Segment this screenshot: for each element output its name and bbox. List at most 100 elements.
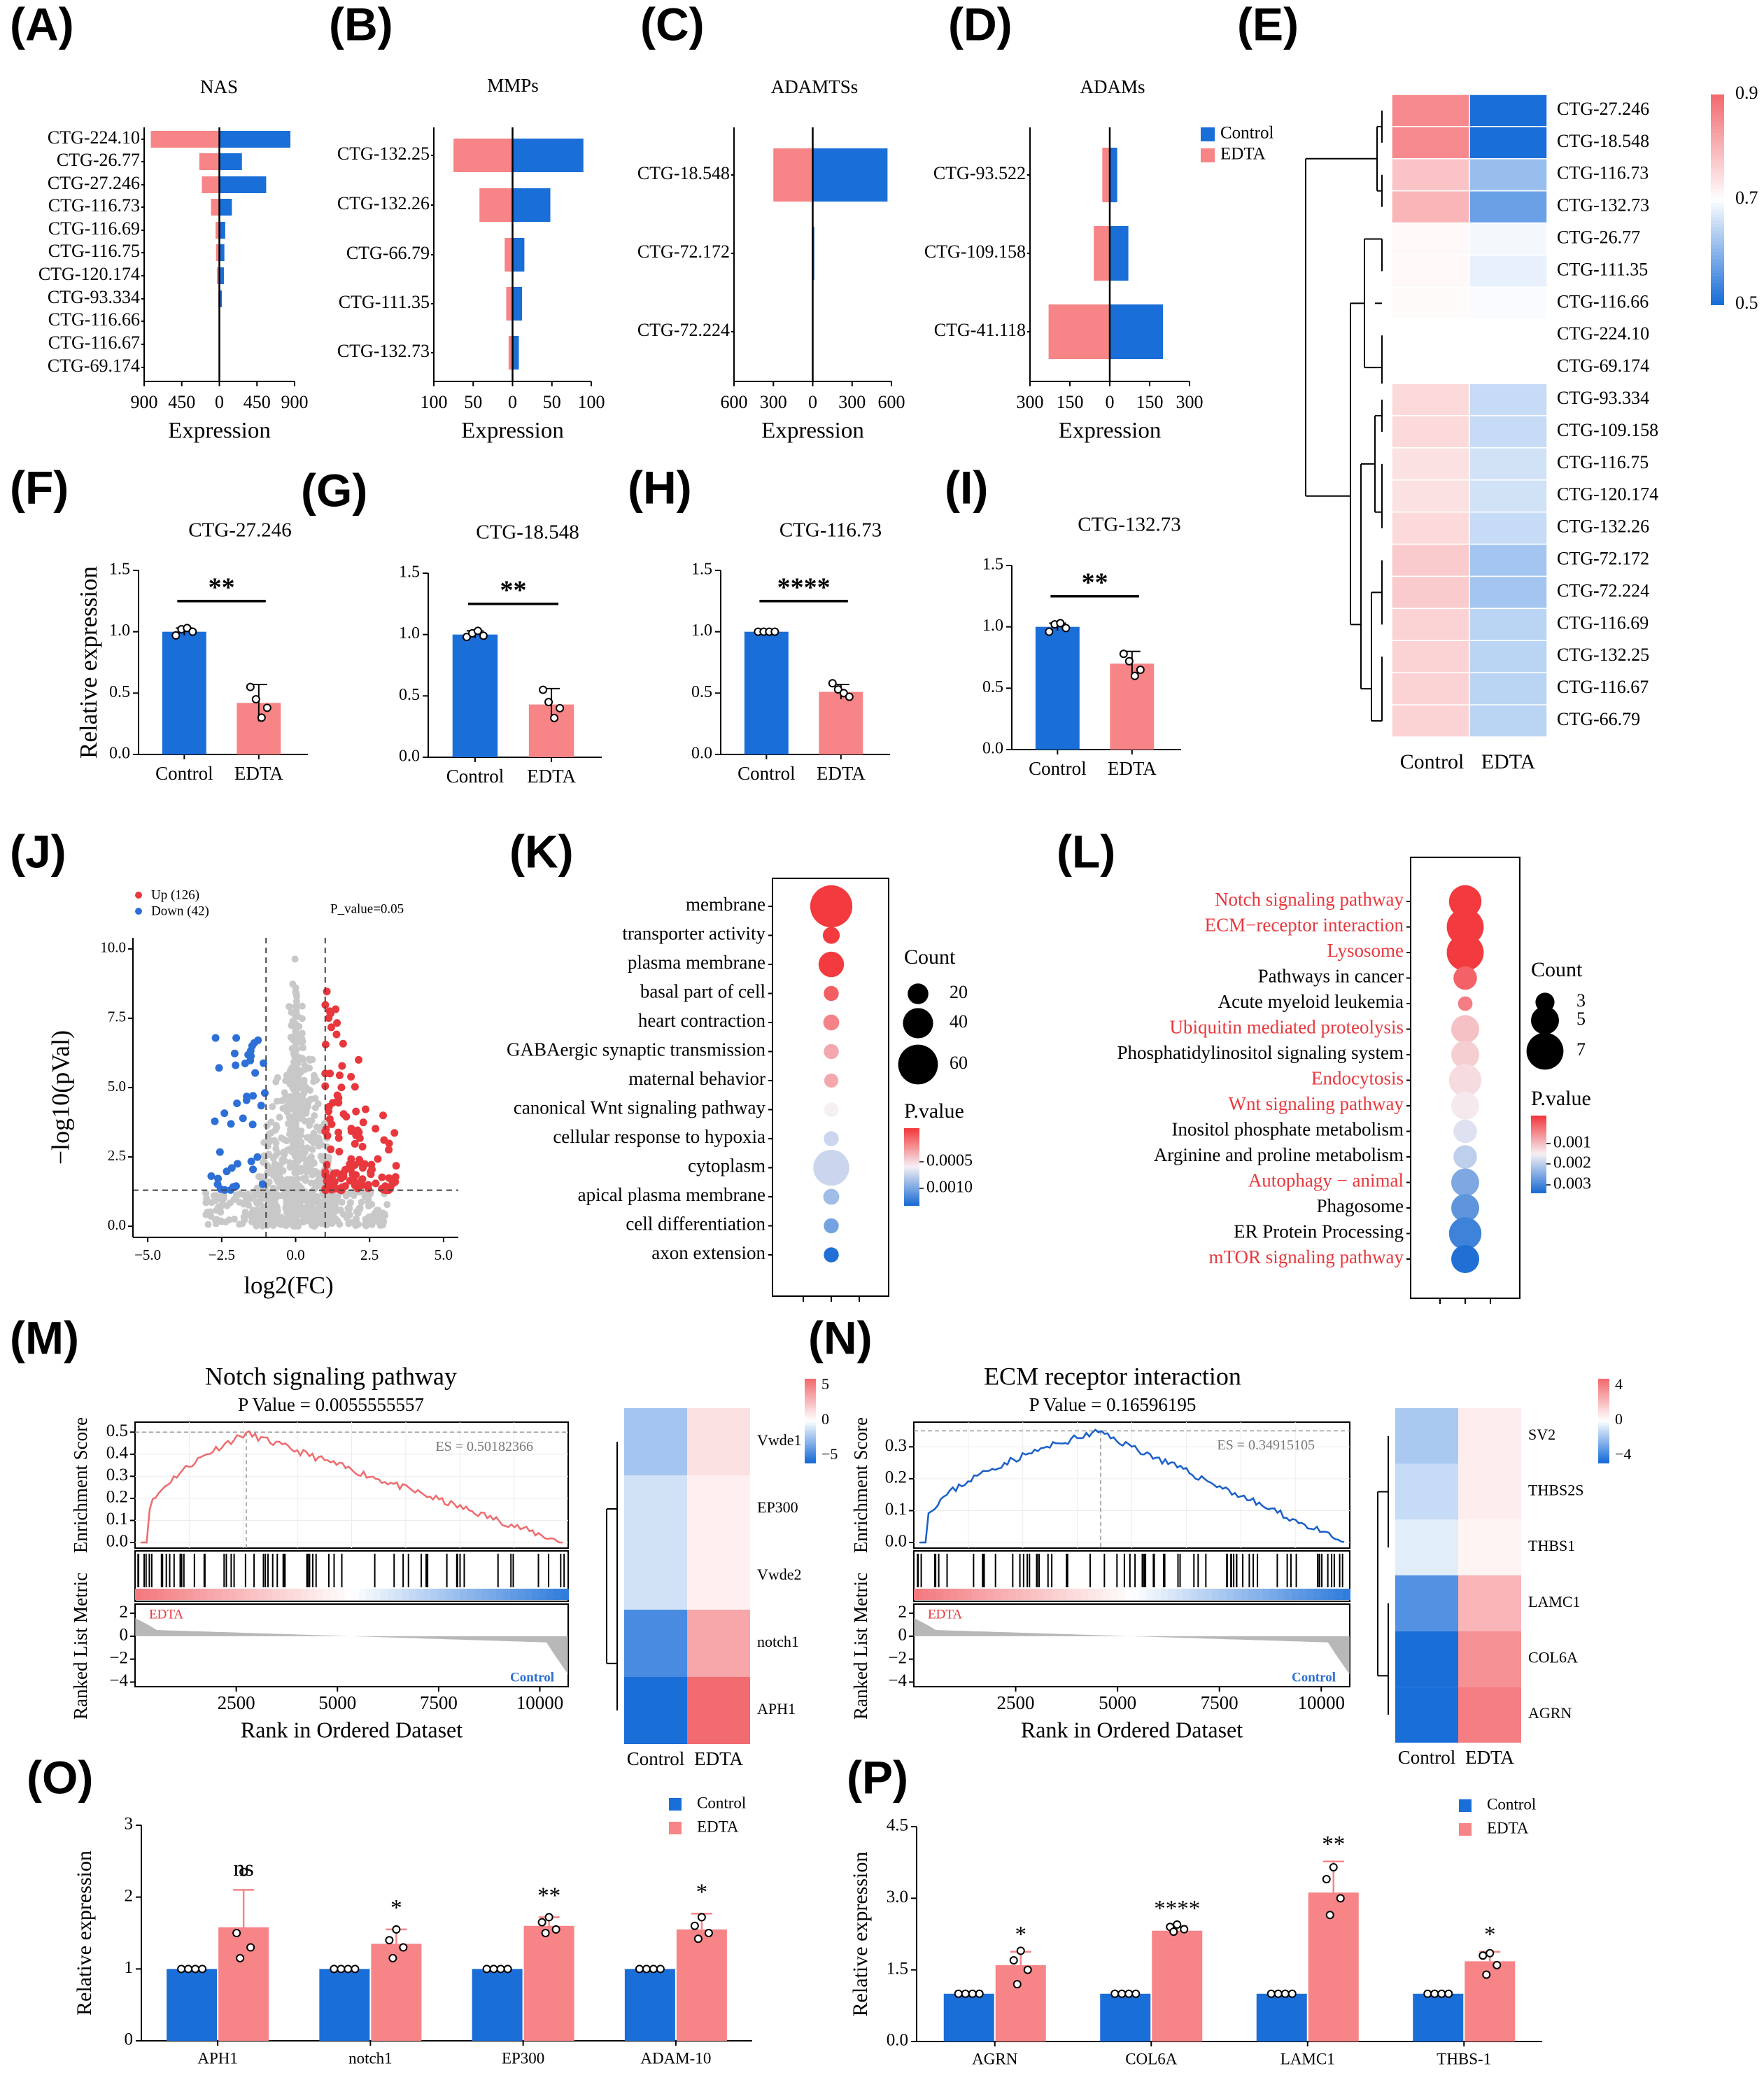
data-point-control [1423, 1989, 1432, 1998]
rank-colorbar-segment [1219, 1589, 1227, 1600]
size-legend-dot [903, 1008, 933, 1039]
rank-colorbar-segment [1124, 1589, 1133, 1600]
point-ns [280, 1148, 288, 1156]
point-down [253, 1153, 262, 1161]
colorbar-segment [1711, 224, 1724, 228]
heatmap-cell [1469, 447, 1548, 481]
data-point [1136, 666, 1145, 675]
colorbar-segment [1598, 1402, 1609, 1405]
rank-colorbar-segment [1168, 1589, 1176, 1600]
colorbar-segment [1598, 1414, 1609, 1417]
colorbar-segment [1531, 1152, 1546, 1155]
bar-control [219, 244, 225, 261]
category-label: CTG-18.548 [637, 163, 730, 183]
colorbar-segment [1531, 1165, 1546, 1169]
row-label: CTG-72.224 [1557, 580, 1649, 600]
rank-colorbar-segment [1117, 1589, 1126, 1600]
colorbar-segment [1711, 255, 1724, 260]
rank-colorbar-segment [438, 1589, 446, 1600]
colorbar-segment [904, 1183, 919, 1187]
point-up [351, 1181, 359, 1190]
colorbar-segment [1711, 206, 1724, 211]
point-down [247, 1157, 255, 1165]
point-up [374, 1155, 382, 1163]
size-legend-dot [1535, 992, 1555, 1012]
category-label: CTG-111.35 [339, 292, 430, 312]
colorbar-segment [805, 1448, 816, 1451]
heatmap-cell [1391, 704, 1470, 738]
colorbar-segment [1598, 1452, 1609, 1455]
colorbar-segment [805, 1431, 816, 1434]
chart-title: NAS [200, 76, 238, 97]
rank-colorbar-segment [979, 1589, 987, 1600]
heatmap-cell [1469, 318, 1548, 352]
y-tick-label: 1.5 [691, 561, 712, 579]
gsea-title: Notch signaling pathway [205, 1362, 457, 1390]
colorbar-segment [1531, 1181, 1546, 1184]
legend-label: Control [1487, 1795, 1536, 1813]
heatmap-cell [1391, 543, 1470, 577]
x-tick-label: AGRN [972, 2050, 1018, 2067]
point-ns [358, 1198, 365, 1206]
colorbar-segment [1598, 1431, 1609, 1434]
rank-colorbar-segment [164, 1589, 172, 1600]
bar-edta [819, 691, 863, 754]
data-point-edta [236, 1953, 245, 1962]
data-point [544, 698, 553, 707]
column-label: EDTA [694, 1748, 743, 1769]
point-up [379, 1111, 387, 1120]
point-down [249, 1165, 257, 1174]
rank-colorbar-segment [1233, 1589, 1242, 1600]
data-point-control [337, 1965, 346, 1974]
point-down [214, 1174, 223, 1183]
enrichment-dot [1451, 1168, 1479, 1197]
point-ns [320, 1120, 328, 1127]
point-ns [208, 1199, 216, 1207]
data-point [1119, 649, 1128, 659]
data-point [1130, 671, 1139, 680]
category-label: CTG-72.224 [637, 320, 730, 340]
data-point-edta [388, 1953, 397, 1962]
point-ns [276, 1113, 283, 1121]
colorbar-tick-label: 0.0010 [926, 1179, 973, 1197]
point-ns [284, 1101, 292, 1109]
point-ns [298, 1034, 306, 1042]
point-ns [240, 1213, 248, 1221]
colorbar-segment [1598, 1400, 1609, 1403]
panel-label-e: (E) [1237, 0, 1299, 50]
y-tick-label: −2 [888, 1648, 907, 1667]
colorbar-segment [1711, 220, 1724, 225]
size-legend-label: 7 [1576, 1039, 1586, 1060]
bar-edta [453, 139, 513, 172]
row-label: CTG-27.246 [1557, 99, 1649, 119]
data-point [171, 631, 181, 640]
heatmap-cell [687, 1475, 750, 1543]
enrichment-dot [813, 1149, 849, 1186]
rank-colorbar-segment [1131, 1589, 1140, 1600]
point-ns [297, 1167, 305, 1175]
colorbar-segment [904, 1153, 919, 1156]
heatmap-cell [687, 1543, 750, 1610]
rank-colorbar-segment [539, 1589, 548, 1600]
point-ns [346, 1199, 354, 1207]
point-ns [307, 1179, 315, 1187]
gsea-title: ECM receptor interaction [984, 1362, 1241, 1390]
point-ns [305, 1055, 313, 1063]
rank-colorbar-segment [1255, 1589, 1264, 1600]
bar-control [162, 631, 206, 754]
colorbar-segment [1531, 1173, 1546, 1176]
rank-colorbar-segment [1262, 1589, 1271, 1600]
gene-label: COL6A [1528, 1649, 1578, 1666]
point-up [351, 1083, 359, 1091]
heatmap-cell [1395, 1463, 1458, 1520]
y-axis-label: −log10(pVal) [46, 1030, 74, 1165]
control-direction-label: Control [510, 1670, 554, 1685]
point-down [216, 1148, 224, 1156]
category-label: CTG-132.26 [337, 193, 430, 213]
x-tick-label: 0.0 [286, 1246, 304, 1263]
colorbar-segment [1531, 1186, 1546, 1190]
rank-colorbar-segment [330, 1589, 338, 1600]
chart-title: MMPs [487, 75, 539, 96]
colorbar-segment [1531, 1134, 1546, 1138]
heatmap-cell [687, 1610, 750, 1677]
